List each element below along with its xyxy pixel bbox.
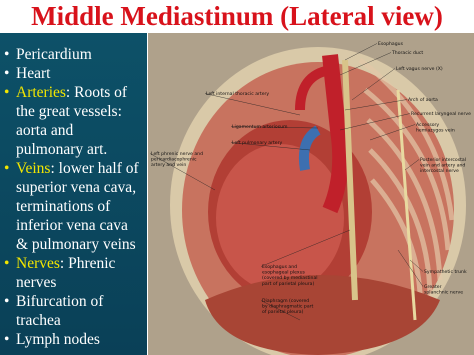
image-label: esophageal plexus	[262, 270, 306, 276]
image-label: Diaphragm (covered	[262, 298, 309, 304]
bullet-item: Lymph nodes	[2, 330, 143, 349]
bullet-keyword: Arteries	[16, 84, 66, 101]
leader-line	[369, 124, 416, 141]
image-label: by diaphragmatic part	[262, 304, 314, 310]
leader-line	[230, 142, 311, 151]
bullet-list: PericardiumHeartArteries: Roots of the g…	[2, 45, 143, 349]
image-label: Thoracic duct	[391, 50, 423, 56]
bullet-item: Pericardium	[2, 45, 143, 64]
image-label: pericardiacophrenic	[151, 157, 197, 163]
leader-line	[397, 249, 424, 287]
bullet-keyword: Veins	[16, 160, 51, 177]
image-label: part of parietal pleura)	[262, 281, 314, 287]
image-label: Arch of aorta	[408, 97, 438, 103]
leader-line	[409, 259, 424, 272]
bullet-text: Lymph nodes	[16, 331, 100, 348]
leader-line	[344, 99, 408, 111]
leader-line	[404, 159, 420, 171]
image-label: Left internal thoracic artery	[206, 91, 269, 97]
bullet-text: Heart	[16, 65, 51, 82]
image-label: Left vagus nerve (X)	[396, 66, 443, 72]
bullet-item: Heart	[2, 64, 143, 83]
leader-line	[260, 229, 351, 267]
bullet-text: Bifurcation of trachea	[16, 293, 104, 329]
leader-line	[351, 68, 396, 101]
image-label: Recurrent laryngeal nerve	[411, 111, 471, 117]
bullet-item: Nerves: Phrenic nerves	[2, 254, 143, 292]
leader-line	[260, 300, 301, 321]
bullet-text: Pericardium	[16, 46, 92, 63]
image-label: Left pulmonary artery	[232, 140, 283, 146]
bullet-item: Arteries: Roots of the great vessels: ao…	[2, 83, 143, 159]
bullet-keyword: Nerves	[16, 255, 60, 272]
image-label: artery and vein	[151, 162, 186, 168]
leader-line	[339, 52, 392, 76]
image-label: splanchnic nerve	[424, 290, 463, 296]
image-label: intercostal nerve	[420, 168, 459, 174]
leader-line	[230, 126, 319, 129]
leader-line	[339, 113, 411, 131]
bullet-text: : Phrenic nerves	[16, 255, 116, 291]
image-label: Greater	[424, 284, 442, 290]
image-label: Sympathetic trunk	[424, 269, 467, 275]
image-label: Ligamentum arteriosum	[232, 124, 288, 130]
image-label: of parietal pleura)	[262, 309, 304, 315]
bullet-item: Bifurcation of trachea	[2, 292, 143, 330]
image-label: Esophagus and	[262, 264, 297, 270]
bullet-panel: PericardiumHeartArteries: Roots of the g…	[0, 33, 147, 355]
image-label: Esophagus	[378, 41, 404, 47]
bullet-text: : Roots of the great vessels: aorta and …	[16, 84, 128, 158]
leader-line	[204, 93, 301, 116]
bullet-item: Veins: lower half of superior vena cava,…	[2, 159, 143, 254]
image-label: hemiazygos vein	[416, 128, 455, 134]
image-label: Posterior intercostal	[420, 157, 466, 163]
leader-line	[344, 43, 378, 61]
image-label: vein and artery and	[420, 163, 465, 169]
anatomy-image: Esophagus Thoracic duct Left vagus nerve (…	[148, 33, 474, 355]
image-label: (covered by mediastinal	[262, 275, 318, 281]
slide-title: Middle Mediastinum (Lateral view)	[31, 1, 443, 31]
image-label: Accessory	[416, 122, 439, 128]
bullet-text: : lower half of superior vena cava, term…	[16, 160, 139, 253]
leader-line	[149, 153, 216, 191]
image-label: Left phrenic nerve and	[151, 151, 203, 157]
